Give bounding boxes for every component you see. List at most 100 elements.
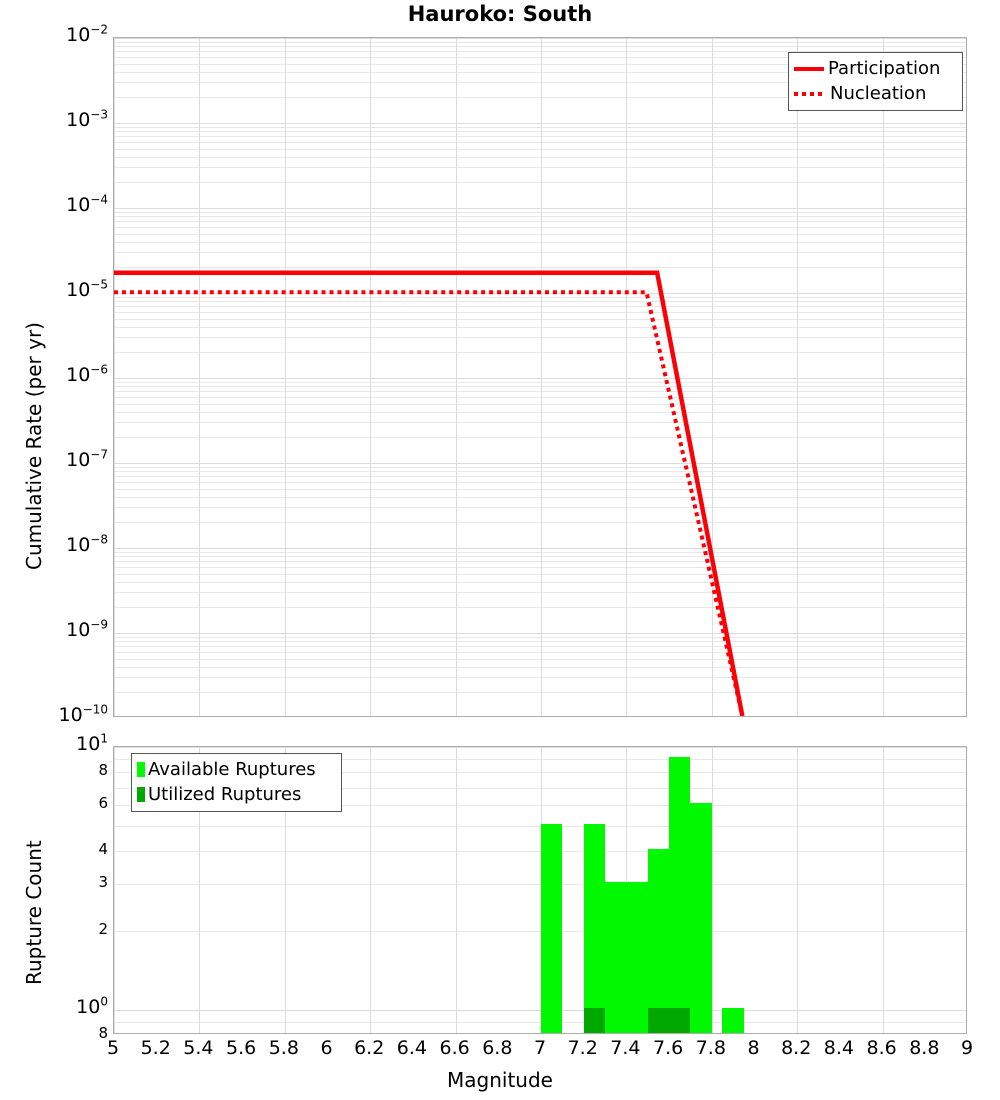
gridline xyxy=(114,319,966,320)
gridline xyxy=(114,556,966,557)
gridline xyxy=(797,38,798,716)
gridline xyxy=(199,747,200,1033)
gridline xyxy=(114,677,966,678)
gridline xyxy=(797,747,798,1033)
y-tick-label: 3 xyxy=(98,873,108,892)
gridline xyxy=(114,574,966,575)
y-tick-label: 10−4 xyxy=(66,192,108,216)
gridline xyxy=(114,788,966,789)
gridline xyxy=(114,57,966,58)
green-square-icon xyxy=(137,762,145,777)
gridline xyxy=(114,301,966,302)
gridline xyxy=(114,64,966,65)
gridline xyxy=(114,252,966,253)
gridline xyxy=(114,641,966,642)
legend-label-utilized: Utilized Ruptures xyxy=(148,783,302,805)
bar-available xyxy=(669,757,691,1033)
gridline xyxy=(199,38,200,716)
gridline xyxy=(114,463,966,464)
gridline xyxy=(114,552,966,553)
y-tick-label: 8 xyxy=(98,1024,108,1042)
gridline xyxy=(114,772,966,773)
gridline xyxy=(285,38,286,716)
gridline xyxy=(114,157,966,158)
gridline xyxy=(114,637,966,638)
bar-available xyxy=(583,824,606,1033)
gridline xyxy=(114,404,966,405)
gridline xyxy=(114,227,966,228)
dark-green-square-icon xyxy=(137,787,145,802)
x-tick-label: 9 xyxy=(960,1037,974,1059)
rupture-legend: Available Ruptures Utilized Ruptures xyxy=(131,753,342,812)
x-tick-label: 8 xyxy=(747,1037,760,1059)
gridline xyxy=(114,747,115,1033)
gridline xyxy=(114,692,966,693)
gridline xyxy=(114,297,966,298)
y-tick-label: 10−9 xyxy=(66,617,108,641)
gridline xyxy=(114,312,966,313)
gridline xyxy=(114,352,966,353)
gridline xyxy=(883,747,884,1033)
gridline xyxy=(114,471,966,472)
gridline xyxy=(114,72,966,73)
gridline xyxy=(114,507,966,508)
gridline xyxy=(114,38,966,39)
bar-available xyxy=(541,824,563,1033)
x-tick-label: 7.4 xyxy=(610,1037,641,1059)
gridline xyxy=(114,607,966,608)
bar-available xyxy=(626,882,648,1033)
gridline xyxy=(114,805,966,806)
gridline xyxy=(114,42,966,43)
gridline xyxy=(883,38,884,716)
gridline xyxy=(114,234,966,235)
dotted-line-icon xyxy=(794,91,824,96)
x-tick-label: 7.2 xyxy=(567,1037,598,1059)
y-tick-label: 10−3 xyxy=(66,107,108,131)
gridline xyxy=(114,391,966,392)
gridline xyxy=(114,382,966,383)
y-tick-label: 10−6 xyxy=(66,362,108,386)
rate-curves xyxy=(114,270,745,716)
y-tick-label: 10−8 xyxy=(66,532,108,556)
gridline xyxy=(712,38,713,716)
gridline xyxy=(456,38,457,716)
gridline xyxy=(114,242,966,243)
gridline xyxy=(370,38,371,716)
x-tick-label: 6.8 xyxy=(482,1037,513,1059)
legend-item-utilized: Utilized Ruptures xyxy=(137,782,334,807)
legend-item-nucleation: Nucleation xyxy=(794,81,955,106)
gridline xyxy=(114,123,966,124)
bar-available xyxy=(722,1007,744,1033)
bar-utilized xyxy=(669,1007,691,1033)
gridline xyxy=(114,136,966,137)
gridline xyxy=(114,646,966,647)
x-tick-label: 6.6 xyxy=(439,1037,470,1059)
x-tick-label: 7 xyxy=(533,1037,547,1059)
gridline xyxy=(114,522,966,523)
gridline xyxy=(114,397,966,398)
gridline xyxy=(114,1010,966,1011)
gridline xyxy=(541,38,542,716)
gridline xyxy=(114,97,966,98)
gridline xyxy=(114,497,966,498)
y-tick-label: 10−7 xyxy=(66,447,108,471)
gridline xyxy=(114,759,966,760)
x-tick-label: 8.6 xyxy=(866,1037,897,1059)
bottom-axis-title: Rupture Count xyxy=(22,840,46,985)
gridline xyxy=(114,667,966,668)
cumulative-rate-plot xyxy=(113,37,967,717)
gridline xyxy=(114,131,966,132)
y-tick-label: 10−2 xyxy=(66,22,108,46)
x-tick-label: 6 xyxy=(320,1037,333,1059)
bottom-axis-tick-labels: 101 8 6 4 3 2 100 8 xyxy=(0,0,108,1100)
gridline xyxy=(114,931,966,932)
gridline xyxy=(370,747,371,1033)
gridline xyxy=(114,489,966,490)
gridline xyxy=(114,149,966,150)
legend-label-nucleation: Nucleation xyxy=(830,82,927,104)
bar-available xyxy=(605,882,627,1033)
gridline xyxy=(114,561,966,562)
gridline xyxy=(114,884,966,885)
gridline xyxy=(114,467,966,468)
